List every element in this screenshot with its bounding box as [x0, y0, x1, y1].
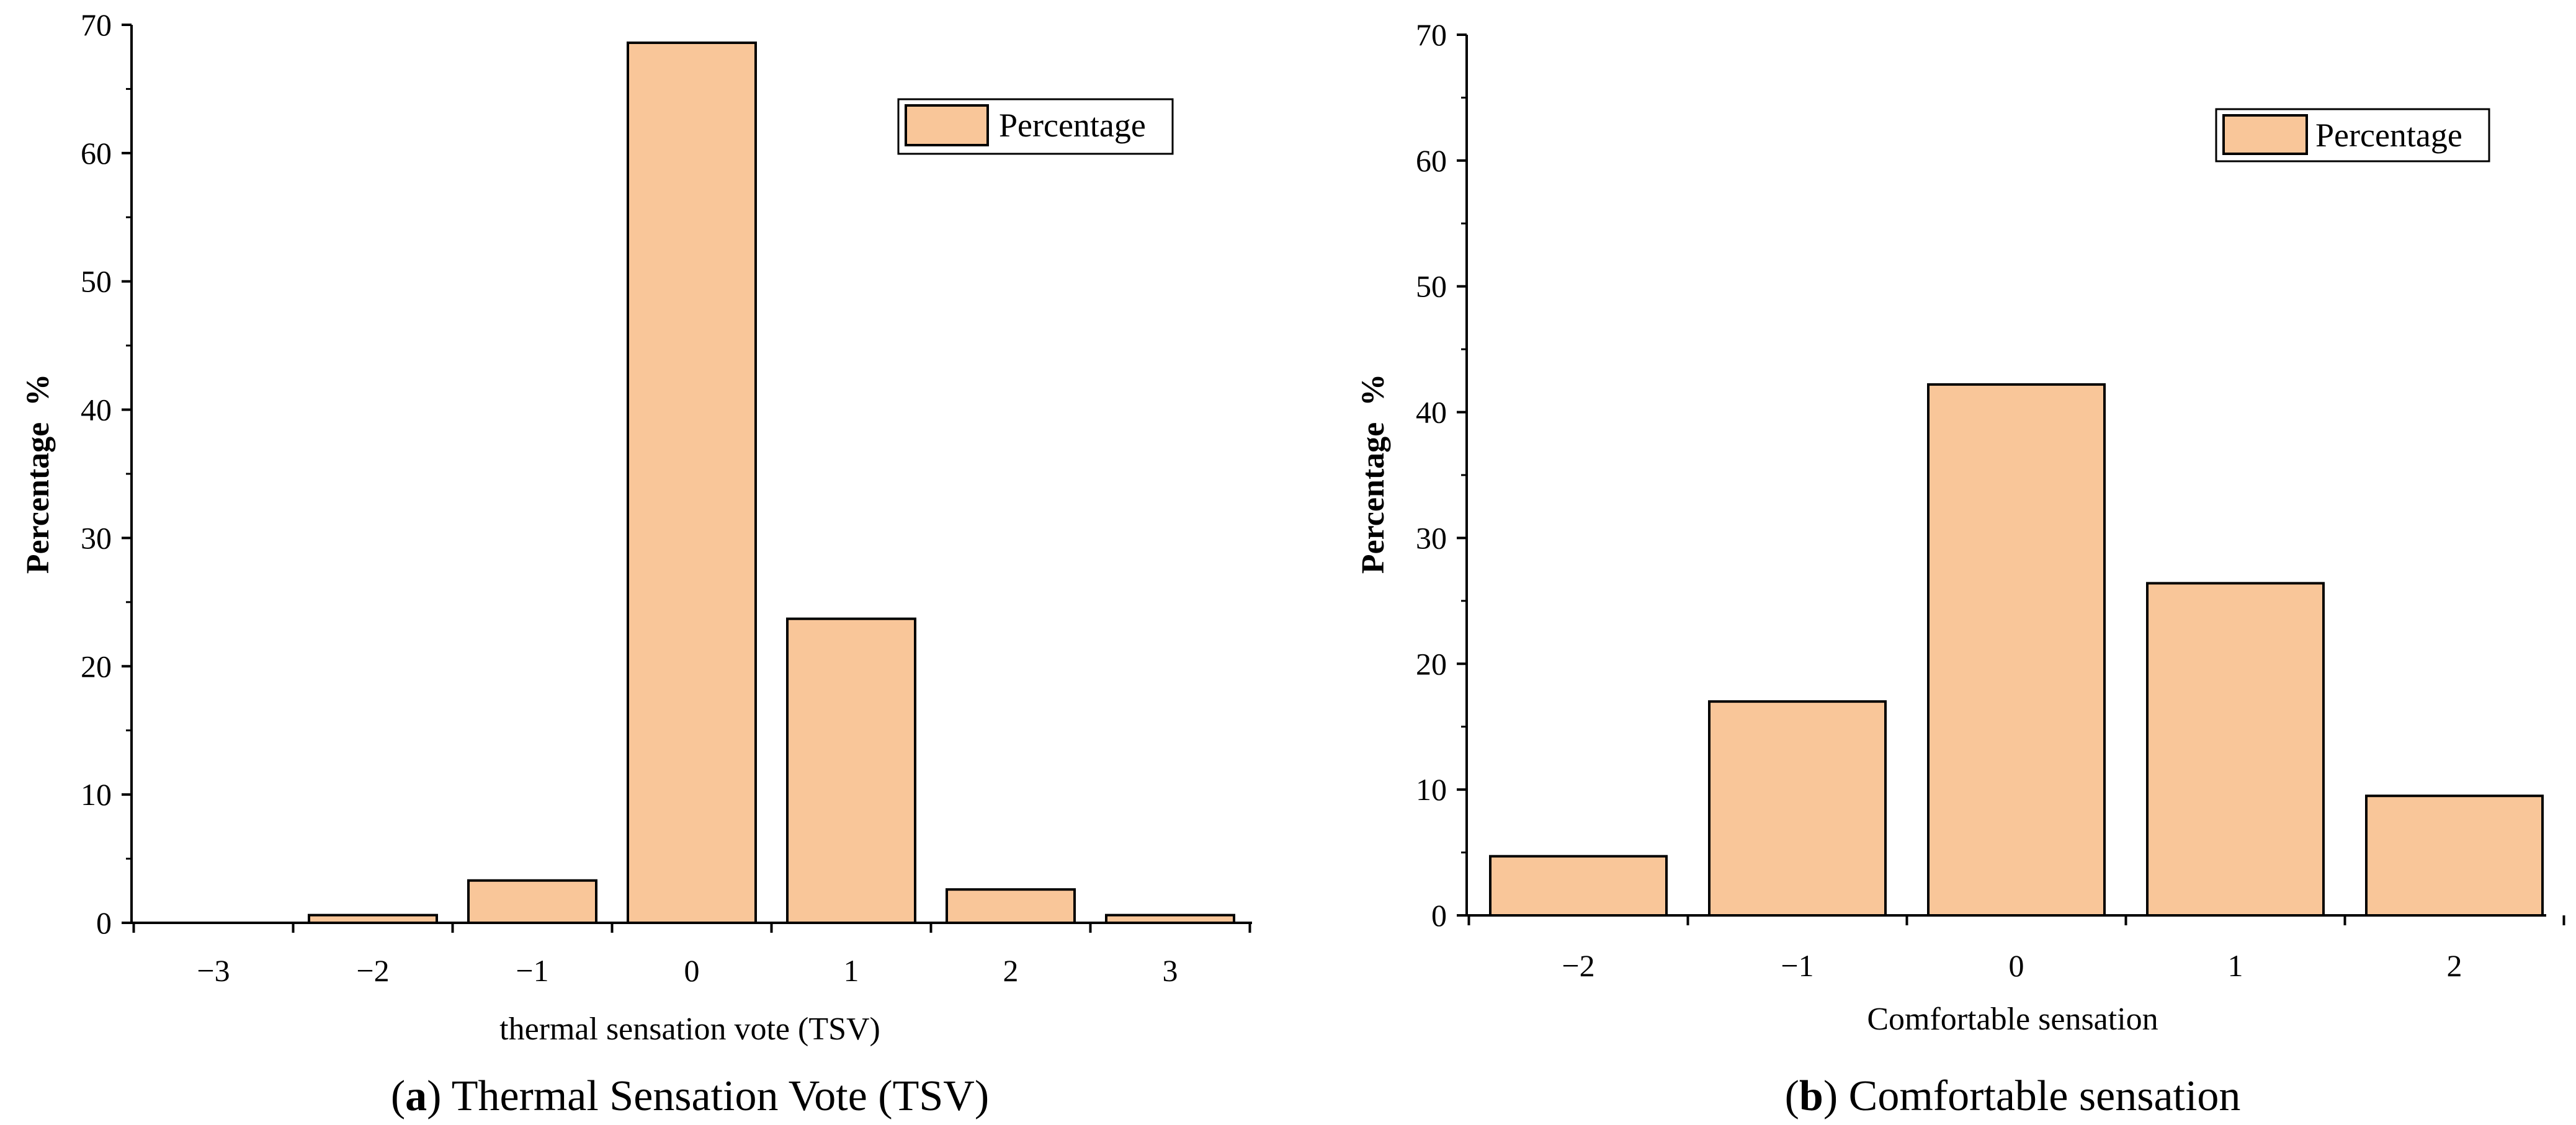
bar-0 — [1927, 383, 2106, 917]
panel-a-legend-swatch — [905, 104, 989, 146]
panel-b-legend: Percentage — [2215, 108, 2490, 162]
y-tick-label: 20 — [1416, 646, 1447, 681]
y-tick-label: 50 — [1416, 269, 1447, 304]
panel-b-y-ticks: 0 10 20 30 40 50 60 70 — [1416, 17, 1467, 933]
bar-1 — [2146, 582, 2325, 917]
bar-−2 — [1489, 855, 1668, 917]
y-tick-label: 30 — [81, 520, 112, 555]
x-tick-label: 1 — [844, 953, 859, 988]
panel-b-y-axis-label: Percentage % — [1356, 374, 1391, 574]
y-tick-label: 40 — [1416, 395, 1447, 430]
panel-b-x-ticks: −2 −1 0 1 2 — [1467, 915, 2565, 983]
bar-2 — [946, 888, 1076, 925]
bar-1 — [786, 617, 916, 925]
x-tick-label: −1 — [516, 953, 548, 988]
panel-b-legend-swatch — [2222, 114, 2308, 155]
panel-a-caption-letter: a — [405, 1072, 427, 1120]
panel-b-legend-label: Percentage — [2315, 117, 2462, 154]
y-tick-label: 0 — [1431, 898, 1447, 933]
panel-a-caption: (a) Thermal Sensation Vote (TSV) — [391, 1072, 989, 1120]
x-tick-label: −2 — [356, 953, 389, 988]
panel-a-x-axis-label: thermal sensation vote (TSV) — [499, 1012, 880, 1047]
x-tick-label: 2 — [2447, 948, 2462, 983]
panel-b-caption-text: Comfortable sensation — [1849, 1072, 2241, 1120]
y-tick-label: 70 — [81, 7, 112, 42]
y-tick-label: 50 — [81, 264, 112, 299]
panel-a-x-ticks: −3 −2 −1 0 1 2 3 — [132, 923, 1251, 988]
y-tick-label: 20 — [81, 649, 112, 683]
panel-a-legend: Percentage — [897, 98, 1174, 155]
panel-b: 0 10 20 30 40 50 60 70 −2 −1 0 1 2 Percentage % Com… — [1356, 17, 2565, 1120]
bar-−1 — [467, 879, 597, 925]
panel-b-caption: (b) Comfortable sensation — [1785, 1072, 2241, 1120]
panel-a-caption-text: Thermal Sensation Vote (TSV) — [452, 1072, 989, 1120]
y-tick-label: 10 — [1416, 772, 1447, 807]
x-tick-label: −1 — [1781, 948, 1813, 983]
panel-a-legend-label: Percentage — [999, 107, 1146, 144]
panel-b-x-axis-label: Comfortable sensation — [1867, 1002, 2158, 1037]
x-tick-label: −2 — [1562, 948, 1594, 983]
x-tick-label: 2 — [1003, 953, 1019, 988]
panel-a-y-axis-label: Percentage % — [20, 374, 56, 574]
x-tick-label: −3 — [197, 953, 230, 988]
y-tick-label: 10 — [81, 777, 112, 812]
x-tick-label: 3 — [1163, 953, 1178, 988]
bar-−1 — [1708, 700, 1887, 917]
y-tick-label: 70 — [1416, 17, 1447, 52]
panel-b-bars — [1489, 383, 2544, 917]
x-tick-label: 0 — [2009, 948, 2024, 983]
panel-a-y-ticks: 0 10 20 30 40 50 60 70 — [81, 7, 132, 940]
bar-0 — [627, 41, 757, 925]
panel-a-bars — [308, 41, 1235, 925]
x-tick-label: 1 — [2228, 948, 2243, 983]
y-tick-label: 60 — [81, 136, 112, 171]
x-tick-label: 0 — [684, 953, 700, 988]
panel-b-caption-letter: b — [1799, 1072, 1823, 1120]
y-tick-label: 40 — [81, 393, 112, 427]
y-tick-label: 0 — [96, 905, 112, 940]
y-tick-label: 60 — [1416, 143, 1447, 178]
bar-2 — [2365, 794, 2544, 917]
y-tick-label: 30 — [1416, 520, 1447, 555]
